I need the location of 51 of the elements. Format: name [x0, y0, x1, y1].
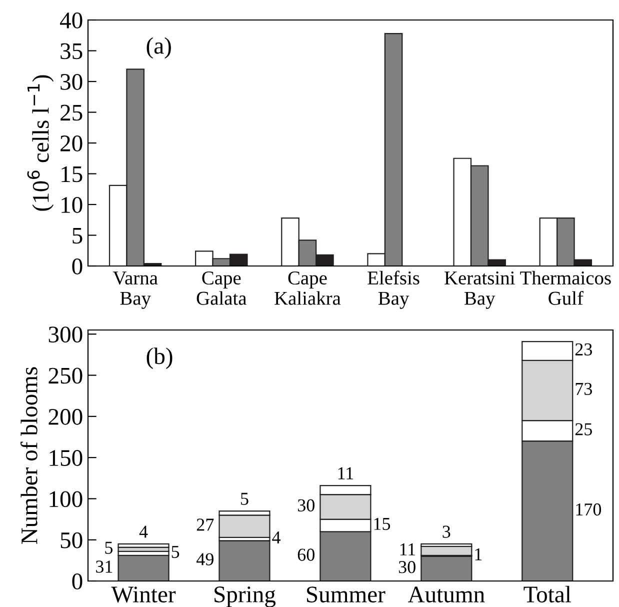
data-label: 11: [338, 467, 354, 480]
x-tick-label: Summer: [307, 586, 386, 602]
y-tick-label: 150: [50, 450, 82, 466]
data-label: 3: [442, 526, 450, 538]
y-tick-label: 50: [60, 532, 82, 548]
x-tick-label: Keratsini Bay: [444, 271, 515, 309]
y-tick-label: 10: [62, 196, 82, 213]
y-axis-title: (10$^{6}$ cells l$^{−1}$): [27, 75, 54, 211]
x-tick-label: Varna Bay: [112, 272, 158, 309]
data-label: 11: [400, 543, 416, 556]
data-label: 25: [575, 423, 592, 436]
y-tick-label: 35: [60, 43, 82, 60]
annotation: (a): [146, 37, 171, 59]
y-tick-label: 40: [60, 12, 82, 28]
y-tick-label: 20: [60, 135, 82, 152]
y-tick-label: 25: [60, 104, 82, 121]
data-label: 5: [105, 542, 113, 554]
y-tick-label: 300: [48, 326, 82, 343]
data-label: 31: [96, 560, 112, 573]
y-tick-label: 5: [72, 228, 82, 244]
data-label: 49: [196, 553, 214, 566]
data-label: 170: [576, 503, 602, 516]
annotation: (b): [146, 348, 172, 369]
y-tick-label: 0: [72, 258, 82, 274]
data-label: 27: [196, 518, 214, 531]
y-tick-label: 100: [50, 491, 82, 508]
x-tick-label: Autumn: [408, 586, 485, 602]
x-tick-label: Cape Galata: [196, 271, 247, 305]
y-tick-label: 0: [72, 573, 82, 590]
data-label: 30: [398, 560, 416, 574]
x-tick-label: Thermaicos Gulf: [520, 270, 611, 305]
data-label: 60: [298, 548, 314, 561]
data-label: 73: [576, 382, 592, 396]
x-tick-label: Cape Kaliakra: [274, 271, 341, 305]
data-label: 4: [272, 531, 280, 544]
y-tick-label: 250: [48, 368, 82, 384]
x-tick-label: Total: [524, 586, 571, 602]
data-label: 5: [241, 492, 248, 505]
y-axis-title: Number of blooms: [20, 367, 38, 544]
data-label: 30: [298, 499, 314, 512]
data-label: 23: [575, 343, 592, 356]
x-tick-label: Elefsis Bay: [368, 270, 420, 309]
data-label: 4: [139, 526, 148, 538]
data-label: 15: [374, 518, 390, 530]
x-tick-label: Spring: [214, 586, 276, 607]
data-label: 1: [475, 548, 482, 560]
y-tick-label: 30: [60, 74, 82, 90]
y-tick-label: 15: [62, 166, 82, 182]
data-label: 5: [172, 546, 180, 558]
y-tick-label: 200: [48, 408, 82, 425]
x-tick-label: Winter: [111, 586, 176, 603]
